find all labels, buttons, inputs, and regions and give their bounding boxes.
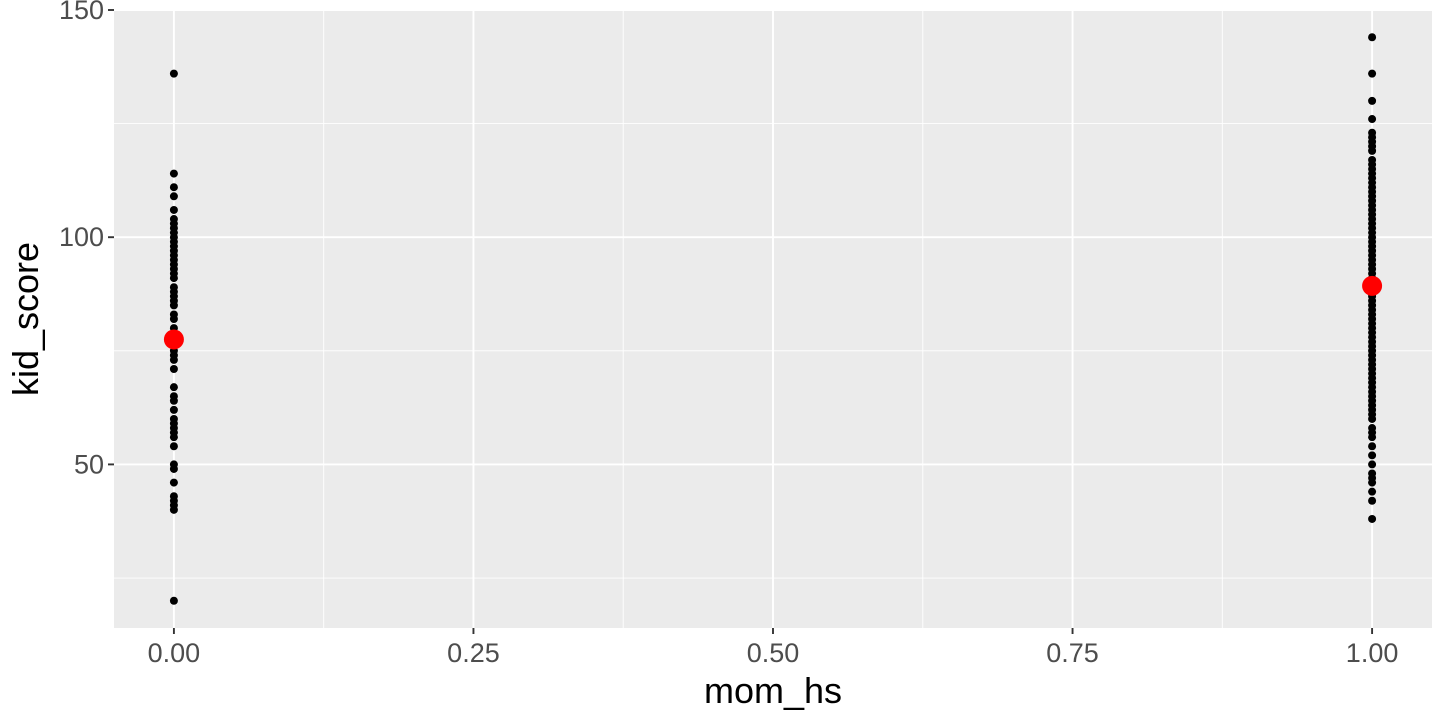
x-tick-label: 0.50 (747, 638, 800, 668)
data-point (1368, 460, 1377, 469)
x-axis-title: mom_hs (704, 670, 842, 711)
data-point (169, 596, 178, 605)
data-point (169, 492, 178, 501)
data-point (169, 169, 178, 178)
y-tick-label: 150 (59, 0, 104, 25)
data-point (1368, 487, 1377, 496)
data-point (169, 364, 178, 373)
data-point (169, 460, 178, 469)
data-point (169, 405, 178, 414)
y-tick-label: 100 (59, 222, 104, 252)
data-point (169, 192, 178, 201)
data-point (1368, 442, 1377, 451)
x-tick-label: 0.75 (1046, 638, 1099, 668)
data-point (169, 383, 178, 392)
x-tick-label: 0.00 (148, 638, 201, 668)
y-axis-title: kid_score (5, 242, 46, 396)
data-point (1368, 69, 1377, 78)
data-point (1368, 155, 1377, 164)
data-point (169, 183, 178, 192)
mean-point (163, 329, 184, 350)
data-point (1368, 115, 1377, 124)
data-point (1368, 96, 1377, 105)
data-point (1368, 128, 1377, 137)
x-tick-label: 0.25 (447, 638, 500, 668)
axes: 0.00 0.25 0.50 0.75 1.00 50 100 150 (59, 0, 1398, 668)
data-point (1368, 33, 1377, 42)
mean-point (1362, 275, 1383, 296)
data-point (1368, 424, 1377, 433)
data-point (1368, 451, 1377, 460)
data-points (169, 33, 1377, 605)
data-point (169, 414, 178, 423)
data-point (1368, 469, 1377, 478)
data-point (169, 392, 178, 401)
data-point (169, 442, 178, 451)
x-tick-label: 1.00 (1346, 638, 1399, 668)
data-point (1368, 514, 1377, 523)
data-point (169, 478, 178, 487)
data-point (1368, 496, 1377, 505)
group-means (163, 275, 1383, 350)
data-point (169, 310, 178, 319)
data-point (169, 283, 178, 292)
data-point (169, 215, 178, 224)
grid-lines (114, 9, 1432, 628)
data-point (169, 205, 178, 214)
y-tick-label: 50 (74, 449, 104, 479)
data-point (169, 69, 178, 78)
